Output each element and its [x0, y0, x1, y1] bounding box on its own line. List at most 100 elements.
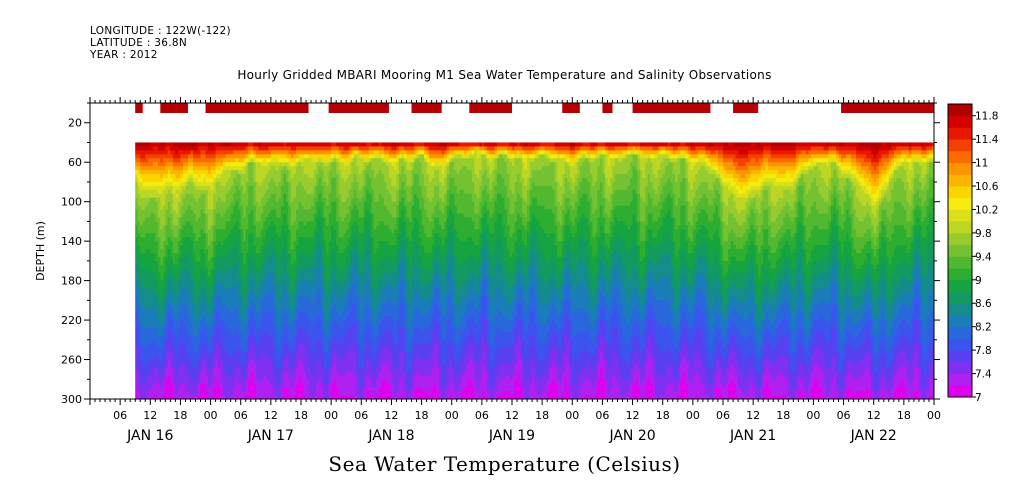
temperature-cell	[175, 284, 179, 290]
latitude-label: LATITUDE : 36.8N	[90, 37, 187, 49]
temperature-cell	[180, 347, 184, 353]
temperature-cell	[177, 189, 182, 195]
temperature-cell	[215, 142, 219, 148]
temperature-cell	[157, 249, 161, 254]
temperature-cell	[208, 375, 212, 380]
temperature-cell	[187, 142, 192, 148]
temperature-cell	[135, 205, 139, 211]
temperature-cell	[147, 363, 151, 369]
temperature-cell	[218, 181, 222, 187]
temperature-cell	[170, 205, 174, 211]
temperature-cell	[203, 284, 207, 290]
temperature-cell	[225, 205, 229, 211]
temperature-cell	[152, 308, 156, 313]
temperature-cell	[152, 335, 156, 341]
temperature-cell	[198, 367, 202, 372]
temperature-cell	[160, 379, 164, 384]
temperature-cell	[195, 351, 199, 357]
temperature-cell	[203, 288, 207, 294]
temperature-cell	[198, 170, 202, 175]
temperature-cell	[155, 233, 159, 238]
temperature-cell	[200, 391, 204, 396]
temperature-cell	[177, 185, 182, 191]
temperature-cell	[157, 162, 161, 167]
temperature-cell	[213, 280, 217, 286]
temperature-cell	[203, 237, 207, 242]
temperature-cell	[192, 142, 197, 148]
temperature-cell	[170, 383, 174, 388]
temperature-cell	[160, 316, 164, 321]
temperature-cell	[205, 158, 209, 163]
temperature-cell	[170, 379, 174, 384]
temperature-cell	[147, 174, 151, 179]
temperature-cell	[218, 268, 222, 274]
temperature-cell	[210, 209, 214, 215]
temperature-cell	[220, 367, 224, 372]
temperature-cell	[220, 256, 224, 262]
temperature-cell	[142, 166, 146, 171]
temperature-cell	[190, 280, 194, 286]
temperature-cell	[160, 280, 164, 286]
temperature-cell	[182, 189, 187, 195]
temperature-cell	[165, 276, 169, 282]
temperature-cell	[152, 343, 156, 349]
temperature-cell	[172, 189, 177, 195]
temperature-cell	[145, 146, 149, 151]
temperature-cell	[213, 359, 217, 365]
temperature-cell	[182, 264, 187, 270]
temperature-cell	[172, 343, 177, 349]
temperature-cell	[175, 351, 179, 357]
temperature-cell	[198, 316, 202, 321]
temperature-cell	[167, 379, 171, 384]
temperature-cell	[190, 205, 194, 211]
temperature-cell	[162, 252, 166, 258]
temperature-cell	[185, 229, 189, 234]
temperature-cell	[157, 375, 161, 380]
temperature-cell	[150, 170, 154, 175]
temperature-cell	[225, 162, 229, 167]
temperature-cell	[172, 335, 177, 341]
temperature-cell	[195, 367, 199, 372]
temperature-cell	[160, 221, 164, 226]
temperature-cell	[218, 205, 222, 211]
temperature-cell	[135, 225, 139, 230]
temperature-cell	[167, 249, 171, 254]
temperature-cell	[177, 316, 182, 321]
temperature-cell	[200, 371, 204, 376]
temperature-cell	[140, 181, 144, 187]
temperature-cell	[210, 260, 214, 266]
temperature-cell	[225, 249, 229, 254]
temperature-cell	[145, 331, 149, 337]
temperature-cell	[195, 331, 199, 337]
temperature-cell	[195, 158, 199, 163]
temperature-cell	[180, 245, 184, 250]
temperature-cell	[233, 221, 237, 226]
temperature-cell	[142, 185, 146, 191]
temperature-cell	[175, 300, 179, 305]
temperature-cell	[162, 193, 166, 199]
temperature-cell	[228, 391, 232, 396]
temperature-cell	[137, 154, 141, 159]
temperature-cell	[200, 288, 204, 294]
temperature-cell	[200, 320, 204, 325]
temperature-cell	[218, 308, 222, 313]
temperature-cell	[177, 193, 182, 199]
temperature-cell	[198, 174, 202, 179]
temperature-cell	[162, 292, 166, 297]
temperature-cell	[225, 209, 229, 215]
temperature-cell	[223, 245, 227, 250]
temperature-cell	[165, 312, 169, 317]
temperature-cell	[137, 387, 141, 392]
temperature-cell	[175, 154, 179, 159]
temperature-cell	[155, 189, 159, 195]
temperature-cell	[198, 395, 202, 399]
temperature-cell	[160, 359, 164, 365]
temperature-cell	[200, 217, 204, 222]
temperature-cell	[215, 245, 219, 250]
temperature-cell	[162, 209, 166, 215]
temperature-cell	[198, 260, 202, 266]
temperature-cell	[230, 217, 234, 222]
temperature-cell	[167, 395, 171, 399]
temperature-cell	[160, 174, 164, 179]
temperature-cell	[145, 158, 149, 163]
